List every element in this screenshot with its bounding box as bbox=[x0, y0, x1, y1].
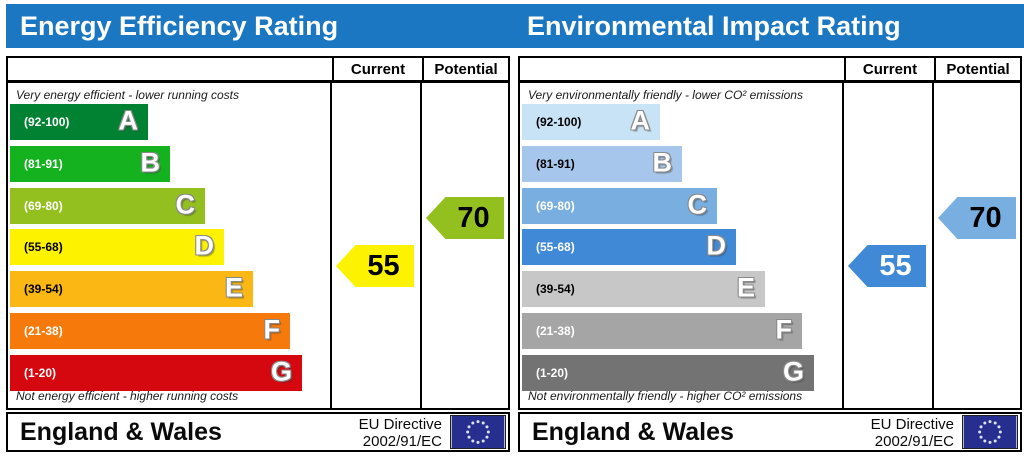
eu-directive-line1: EU Directive bbox=[870, 416, 954, 433]
band-range-label: (39-54) bbox=[536, 282, 575, 296]
band-range-label: (21-38) bbox=[24, 324, 63, 338]
band-e: (39-54) E bbox=[522, 271, 765, 307]
panel-footer: England & Wales EU Directive 2002/91/EC bbox=[518, 412, 1022, 452]
band-letter: C bbox=[687, 189, 708, 220]
band-range-label: (55-68) bbox=[536, 240, 575, 254]
band-range-label: (92-100) bbox=[536, 115, 582, 129]
eu-directive-label: EU Directive 2002/91/EC bbox=[871, 416, 954, 450]
band-range-label: (1-20) bbox=[536, 366, 569, 380]
current-rating-arrow: 55 bbox=[848, 245, 926, 287]
band-a: (92-100) A bbox=[10, 104, 148, 140]
band-b: (81-91) B bbox=[522, 146, 682, 182]
band-letter: D bbox=[194, 230, 215, 261]
band-letter: B bbox=[140, 147, 161, 178]
band-a: (92-100) A bbox=[522, 104, 660, 140]
column-header-row: Current Potential bbox=[518, 56, 1022, 82]
title-bar: Energy Efficiency Rating Environmental I… bbox=[6, 4, 1024, 48]
band-f: (21-38) F bbox=[10, 313, 290, 349]
band-range-label: (39-54) bbox=[24, 282, 63, 296]
band-letter: B bbox=[652, 147, 673, 178]
region-label: England & Wales bbox=[532, 417, 734, 446]
band-letter: F bbox=[263, 314, 281, 345]
band-d: (55-68) D bbox=[522, 229, 736, 265]
energy-efficiency-title: Energy Efficiency Rating bbox=[20, 11, 339, 41]
eu-flag-icon bbox=[450, 415, 506, 449]
band-range-label: (81-91) bbox=[24, 157, 63, 171]
panel-footer: England & Wales EU Directive 2002/91/EC bbox=[6, 412, 510, 452]
potential-rating-arrow: 70 bbox=[426, 197, 504, 239]
eu-directive-line1: EU Directive bbox=[358, 416, 442, 433]
top-caption: Very energy efficient - lower running co… bbox=[16, 88, 239, 102]
rating-scale-box: Very energy efficient - lower running co… bbox=[6, 81, 510, 410]
band-g: (1-20) G bbox=[522, 355, 814, 391]
band-c: (69-80) C bbox=[522, 188, 717, 224]
potential-rating-arrow: 70 bbox=[938, 197, 1016, 239]
band-letter: E bbox=[736, 272, 755, 303]
band-f: (21-38) F bbox=[522, 313, 802, 349]
potential-column-header: Potential bbox=[934, 58, 1020, 80]
top-caption: Very environmentally friendly - lower CO… bbox=[528, 88, 803, 102]
current-column-header: Current bbox=[332, 58, 422, 80]
current-column-divider bbox=[330, 83, 332, 408]
eu-directive-line2: 2002/91/EC bbox=[874, 433, 954, 450]
band-letter: A bbox=[630, 105, 651, 136]
current-column-divider bbox=[842, 83, 844, 408]
band-letter: G bbox=[270, 356, 292, 387]
rating-scale-box: Very environmentally friendly - lower CO… bbox=[518, 81, 1022, 410]
column-header-row: Current Potential bbox=[6, 56, 510, 82]
potential-column-divider bbox=[932, 83, 934, 408]
environmental-impact-title: Environmental Impact Rating bbox=[527, 11, 901, 41]
band-range-label: (92-100) bbox=[24, 115, 70, 129]
band-letter: C bbox=[175, 189, 196, 220]
band-range-label: (69-80) bbox=[536, 199, 575, 213]
environmental-impact-panel: Current Potential Very environmentally f… bbox=[518, 56, 1022, 452]
band-range-label: (1-20) bbox=[24, 366, 57, 380]
band-g: (1-20) G bbox=[10, 355, 302, 391]
eu-directive-line2: 2002/91/EC bbox=[362, 433, 442, 450]
band-range-label: (21-38) bbox=[536, 324, 575, 338]
eu-directive-label: EU Directive 2002/91/EC bbox=[359, 416, 442, 450]
band-d: (55-68) D bbox=[10, 229, 224, 265]
current-rating-arrow: 55 bbox=[336, 245, 414, 287]
potential-column-divider bbox=[420, 83, 422, 408]
band-range-label: (81-91) bbox=[536, 157, 575, 171]
empty-header-cell bbox=[8, 58, 332, 80]
eu-flag-icon bbox=[962, 415, 1018, 449]
current-column-header: Current bbox=[844, 58, 934, 80]
band-b: (81-91) B bbox=[10, 146, 170, 182]
band-letter: A bbox=[118, 105, 139, 136]
band-letter: D bbox=[706, 230, 727, 261]
region-label: England & Wales bbox=[20, 417, 222, 446]
band-e: (39-54) E bbox=[10, 271, 253, 307]
energy-efficiency-panel: Current Potential Very energy efficient … bbox=[6, 56, 510, 452]
band-letter: F bbox=[775, 314, 793, 345]
band-range-label: (55-68) bbox=[24, 240, 63, 254]
potential-column-header: Potential bbox=[422, 58, 508, 80]
band-letter: E bbox=[224, 272, 243, 303]
bottom-caption: Not energy efficient - higher running co… bbox=[16, 389, 239, 403]
band-range-label: (69-80) bbox=[24, 199, 63, 213]
band-letter: G bbox=[782, 356, 804, 387]
bottom-caption: Not environmentally friendly - higher CO… bbox=[528, 389, 803, 403]
band-c: (69-80) C bbox=[10, 188, 205, 224]
empty-header-cell bbox=[520, 58, 844, 80]
